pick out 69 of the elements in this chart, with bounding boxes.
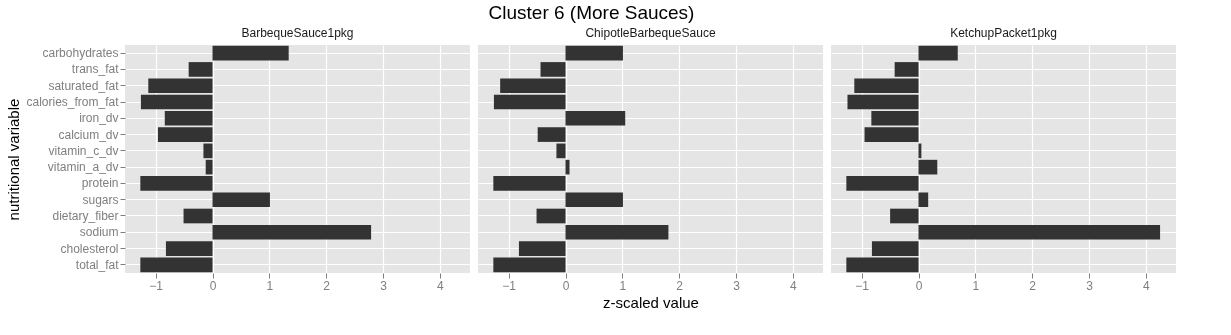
bar (871, 241, 919, 256)
x-tick-label: 1 (619, 278, 627, 293)
bar (556, 143, 566, 159)
bar (493, 176, 566, 191)
bar (203, 143, 213, 159)
y-tick-label: cholesterol (60, 241, 119, 256)
y-tick-label: vitamin_a_dv (47, 160, 119, 175)
x-tick-label: 3 (380, 278, 388, 293)
bar (847, 94, 919, 110)
x-tick-label: 1 (972, 278, 980, 293)
y-tick-label: carbohydrates (42, 46, 119, 61)
x-tick-label: 0 (562, 278, 570, 293)
bar (565, 192, 623, 208)
x-tick-label: 4 (790, 278, 798, 293)
x-tick-label: −1 (855, 278, 870, 293)
bar (140, 94, 213, 110)
x-tick-label: 2 (676, 278, 684, 293)
bar (890, 208, 919, 224)
bar (140, 176, 213, 191)
bar (518, 241, 566, 256)
x-axis-title: z-scaled value (603, 293, 699, 311)
bar (565, 110, 626, 126)
y-tick-label: sodium (79, 225, 119, 240)
bar (565, 159, 570, 175)
y-tick-label: calcium_dv (58, 127, 119, 142)
x-tick-label: 3 (733, 278, 741, 293)
y-tick-label: iron_dv (79, 111, 119, 126)
bar (183, 208, 213, 224)
bar (565, 45, 623, 61)
y-tick-label: protein (81, 176, 119, 191)
bar (493, 257, 566, 273)
x-tick-label: 0 (209, 278, 217, 293)
bar (918, 192, 929, 208)
bar (140, 257, 213, 273)
bar (212, 224, 372, 240)
y-tick-label: calories_from_fat (26, 95, 120, 109)
bar (846, 176, 919, 191)
bar (212, 192, 270, 208)
chart-subtitle: KetchupPacket1pkg (950, 26, 1057, 40)
chart-subtitle: ChipotleBarbequeSauce (585, 26, 716, 40)
x-tick-label: 2 (323, 278, 331, 293)
x-tick-label: 4 (437, 278, 445, 293)
bar (493, 94, 566, 110)
chart-subtitle: BarbequeSauce1pkg (241, 26, 354, 40)
bar (565, 224, 669, 240)
bar (537, 127, 566, 142)
y-axis-title: nutritional variable (5, 98, 23, 221)
x-tick-label: −1 (149, 278, 164, 293)
x-tick-label: 4 (1143, 278, 1151, 293)
x-tick-label: −1 (502, 278, 517, 293)
chart-title: Cluster 6 (More Sauces) (488, 2, 695, 23)
bar (212, 45, 289, 61)
y-tick-label: dietary_fiber (52, 209, 119, 223)
bar (918, 45, 958, 61)
bar (165, 241, 213, 256)
y-tick-label: total_fat (75, 257, 120, 272)
y-tick-label: vitamin_c_dv (48, 143, 119, 158)
y-tick-label: saturated_fat (48, 78, 120, 93)
x-tick-label: 2 (1029, 278, 1037, 293)
bar (918, 159, 938, 175)
x-tick-label: 0 (915, 278, 923, 293)
bar (536, 208, 566, 224)
y-tick-label: trans_fat (71, 62, 120, 77)
x-tick-label: 3 (1086, 278, 1094, 293)
bar (918, 224, 1161, 240)
bar (846, 257, 919, 273)
x-tick-label: 1 (266, 278, 274, 293)
bar (205, 159, 213, 175)
y-tick-label: sugars (82, 192, 119, 207)
